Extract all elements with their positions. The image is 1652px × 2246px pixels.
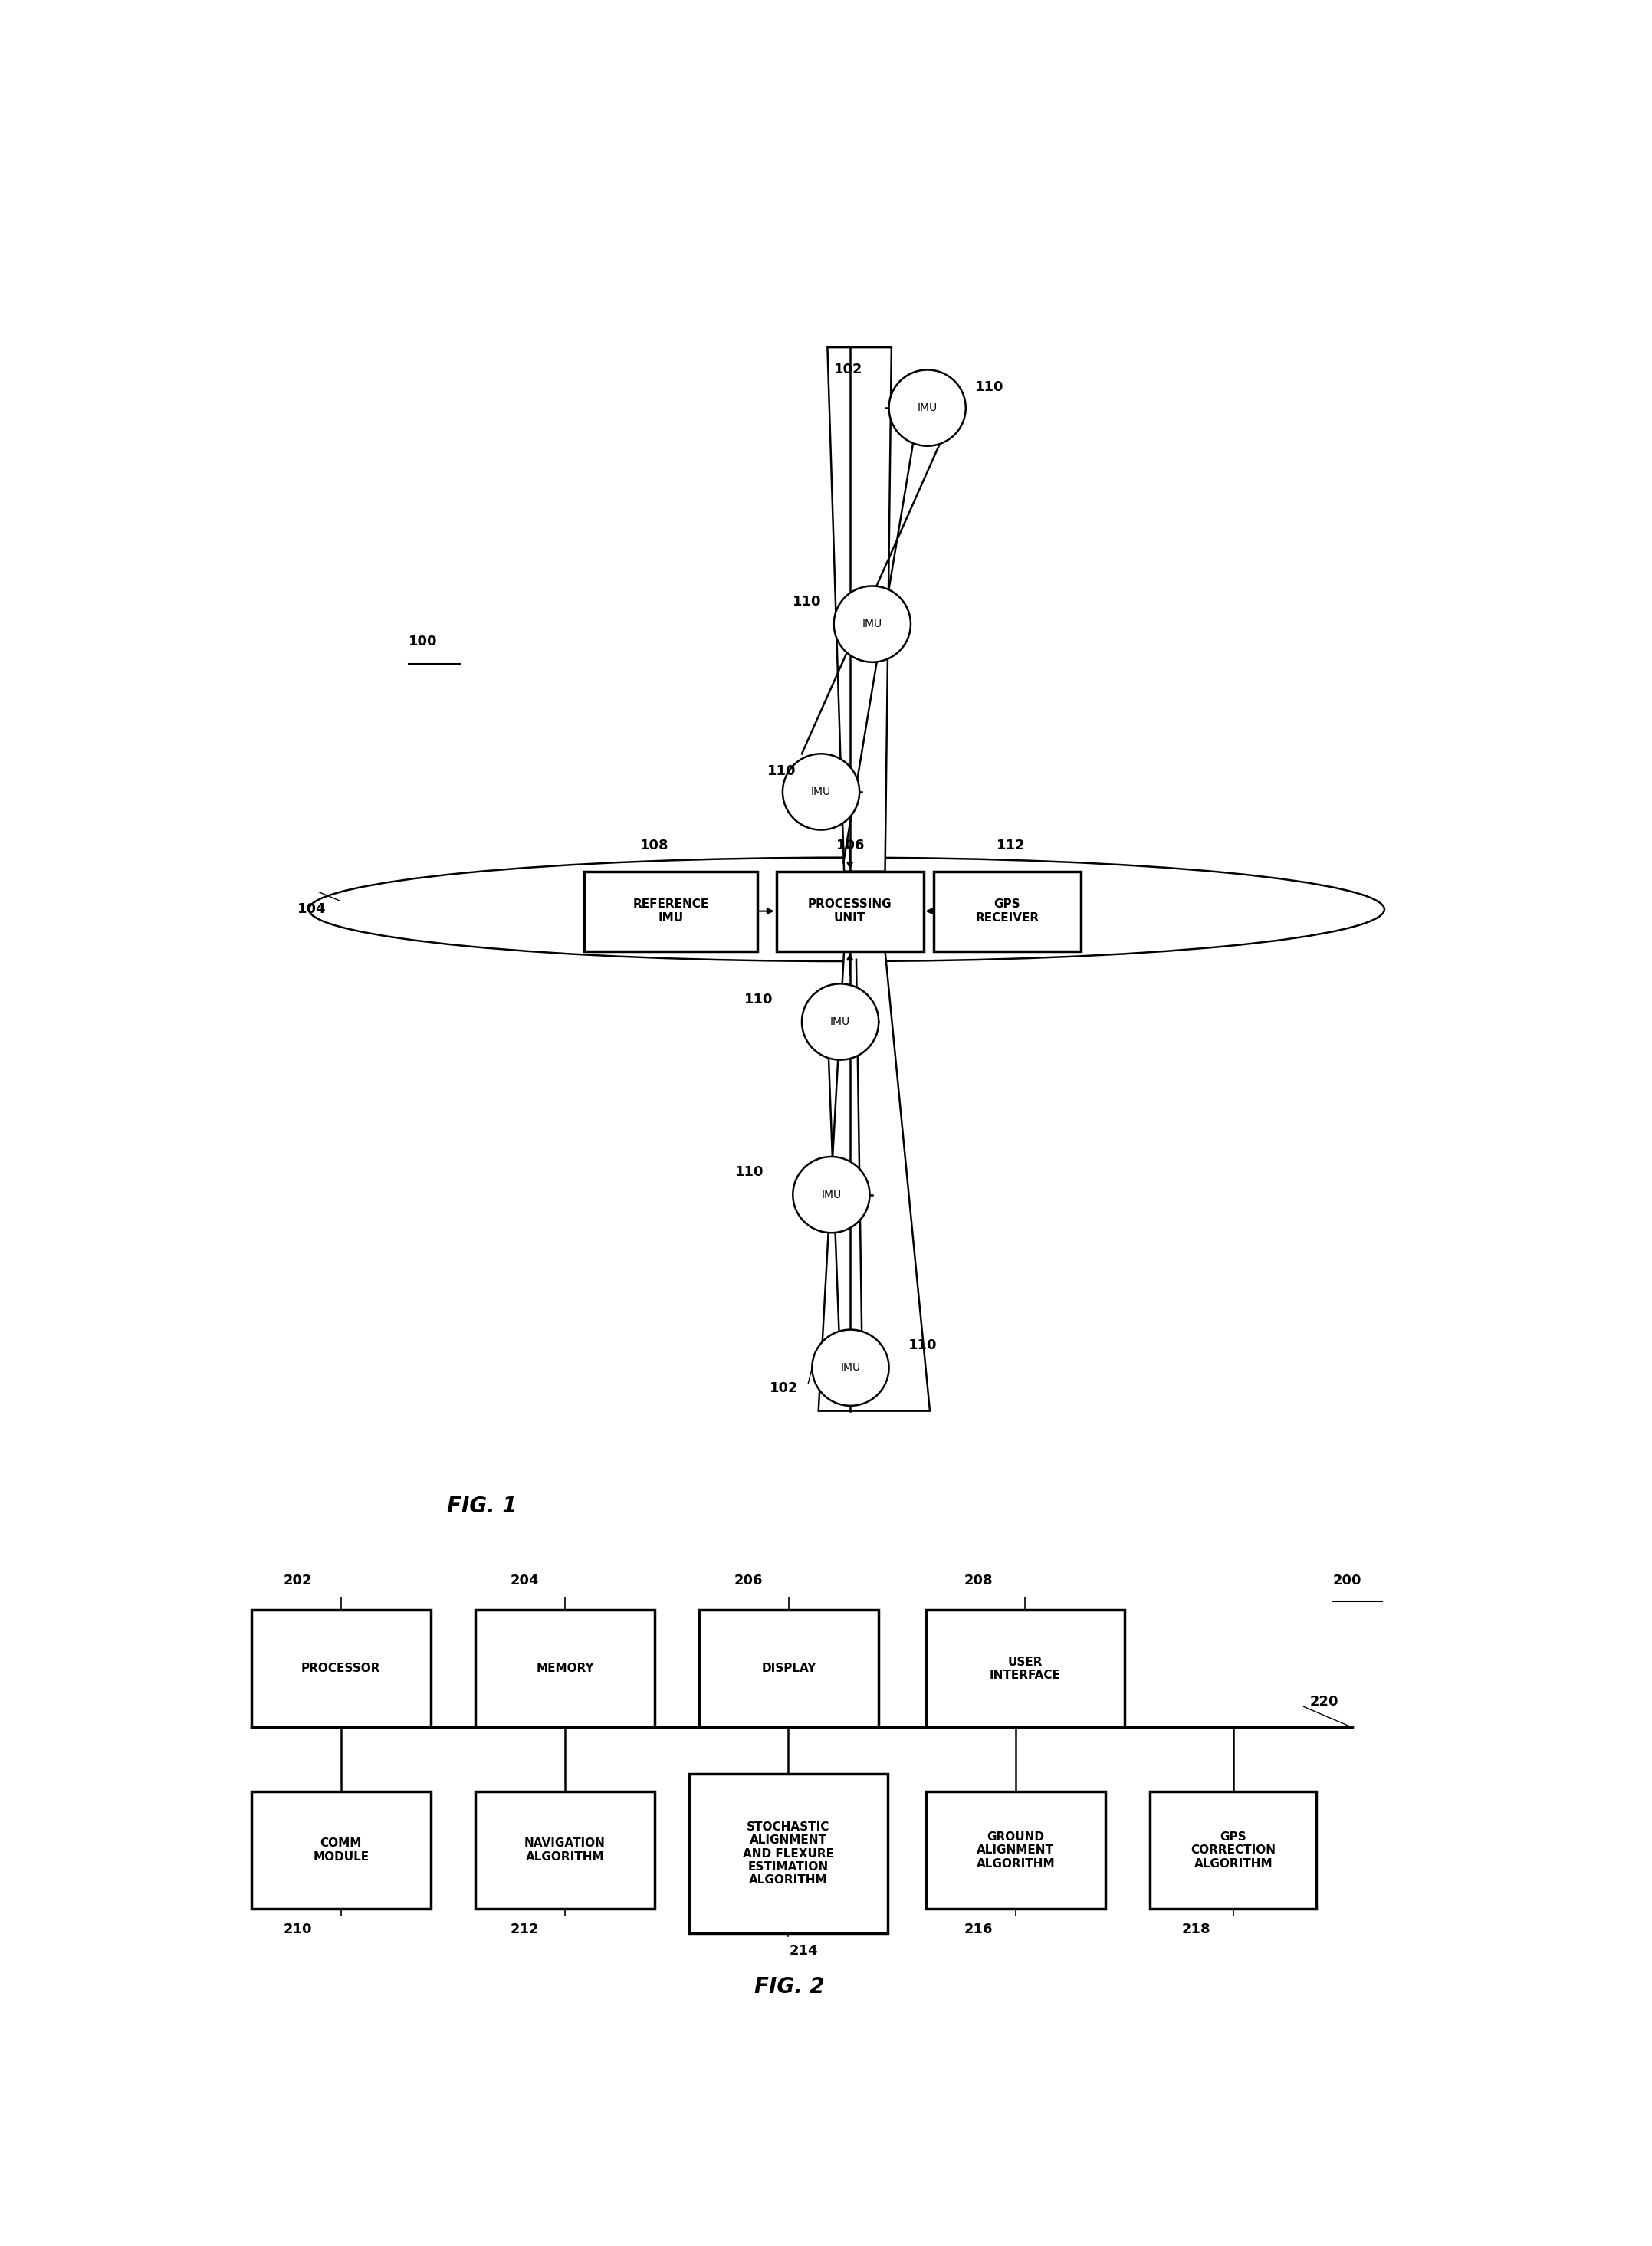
Text: 218: 218 [1183,1923,1211,1936]
Text: 110: 110 [743,993,773,1006]
Ellipse shape [783,755,859,829]
Text: GROUND
ALIGNMENT
ALGORITHM: GROUND ALIGNMENT ALGORITHM [976,1830,1056,1869]
Text: 212: 212 [510,1923,539,1936]
Text: DISPLAY: DISPLAY [762,1662,816,1673]
FancyBboxPatch shape [476,1792,654,1909]
FancyBboxPatch shape [689,1774,887,1934]
Text: 112: 112 [996,838,1024,851]
Ellipse shape [309,858,1384,961]
Text: IMU: IMU [841,1363,861,1372]
Ellipse shape [834,586,910,663]
Ellipse shape [793,1157,869,1233]
Ellipse shape [889,371,966,447]
Text: IMU: IMU [917,402,937,413]
Text: 102: 102 [770,1381,798,1395]
Text: 104: 104 [297,903,325,916]
Text: 220: 220 [1310,1693,1338,1709]
Text: 202: 202 [284,1574,312,1588]
Text: 216: 216 [965,1923,993,1936]
Text: STOCHASTIC
ALIGNMENT
AND FLEXURE
ESTIMATION
ALGORITHM: STOCHASTIC ALIGNMENT AND FLEXURE ESTIMAT… [743,1822,834,1887]
FancyBboxPatch shape [251,1610,431,1727]
Text: 110: 110 [735,1166,763,1179]
Text: FIG. 2: FIG. 2 [753,1976,824,1997]
FancyBboxPatch shape [927,1610,1125,1727]
Polygon shape [828,348,892,871]
FancyBboxPatch shape [251,1792,431,1909]
Text: PROCESSING
UNIT: PROCESSING UNIT [808,898,892,923]
Text: GPS
RECEIVER: GPS RECEIVER [975,898,1039,923]
Text: 110: 110 [975,380,1003,393]
Text: FIG. 1: FIG. 1 [446,1496,517,1516]
FancyBboxPatch shape [585,871,757,950]
Text: PROCESSOR: PROCESSOR [301,1662,380,1673]
Polygon shape [818,950,930,1410]
Text: NAVIGATION
ALGORITHM: NAVIGATION ALGORITHM [524,1837,606,1862]
Text: GPS
CORRECTION
ALGORITHM: GPS CORRECTION ALGORITHM [1191,1830,1275,1869]
Text: USER
INTERFACE: USER INTERFACE [990,1655,1061,1680]
Text: 110: 110 [767,764,796,777]
FancyBboxPatch shape [699,1610,879,1727]
Text: 200: 200 [1333,1574,1361,1588]
Text: 214: 214 [790,1943,818,1959]
FancyBboxPatch shape [476,1610,654,1727]
Text: IMU: IMU [862,618,882,629]
FancyBboxPatch shape [1150,1792,1317,1909]
Text: 206: 206 [733,1574,763,1588]
Text: IMU: IMU [831,1017,851,1026]
Text: 102: 102 [834,364,862,377]
Text: MEMORY: MEMORY [535,1662,595,1673]
Text: 110: 110 [793,595,821,609]
Text: REFERENCE
IMU: REFERENCE IMU [633,898,709,923]
FancyBboxPatch shape [927,1792,1105,1909]
Ellipse shape [813,1330,889,1406]
Text: IMU: IMU [811,786,831,797]
Text: 100: 100 [408,633,438,649]
Text: 208: 208 [965,1574,993,1588]
Ellipse shape [801,984,879,1060]
Text: 204: 204 [510,1574,539,1588]
FancyBboxPatch shape [933,871,1080,950]
Text: IMU: IMU [821,1190,841,1199]
FancyBboxPatch shape [776,871,923,950]
Text: 108: 108 [641,838,669,851]
Text: 110: 110 [909,1339,937,1352]
Text: 106: 106 [836,838,866,851]
Text: 210: 210 [284,1923,312,1936]
Text: COMM
MODULE: COMM MODULE [312,1837,368,1862]
